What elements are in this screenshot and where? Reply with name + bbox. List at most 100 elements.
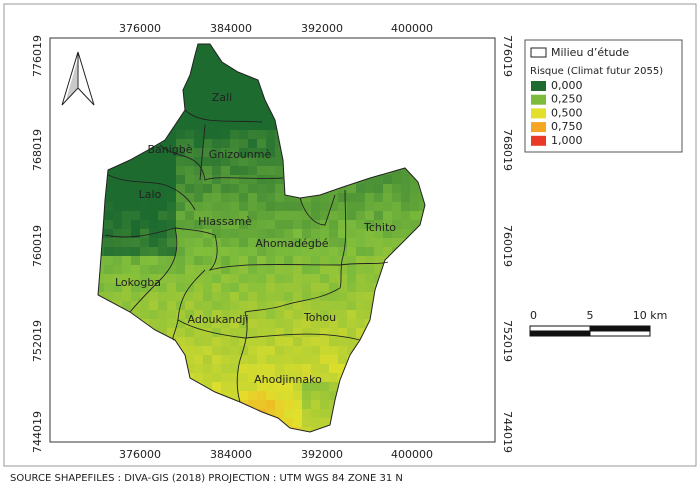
raster-cell bbox=[212, 67, 222, 77]
raster-cell bbox=[347, 229, 357, 239]
raster-cell bbox=[248, 121, 258, 131]
raster-cell bbox=[131, 157, 141, 167]
raster-cell bbox=[392, 202, 402, 212]
raster-cell bbox=[239, 85, 249, 95]
raster-cell bbox=[302, 373, 312, 383]
raster-cell bbox=[230, 166, 240, 176]
raster-cell bbox=[203, 139, 213, 149]
raster-cell bbox=[293, 418, 303, 428]
raster-cell bbox=[419, 202, 425, 212]
raster-cell bbox=[266, 310, 276, 320]
raster-cell bbox=[248, 283, 258, 293]
raster-cell bbox=[167, 157, 177, 167]
raster-cell bbox=[230, 364, 240, 374]
raster-cell bbox=[320, 382, 330, 392]
raster-cell bbox=[347, 211, 357, 221]
raster-cell bbox=[320, 229, 330, 239]
raster-cell bbox=[293, 382, 303, 392]
raster-cell bbox=[275, 211, 285, 221]
raster-cell bbox=[239, 364, 249, 374]
raster-cell bbox=[149, 310, 159, 320]
raster-cell bbox=[194, 265, 204, 275]
raster-cell bbox=[257, 94, 267, 104]
raster-cell bbox=[311, 418, 321, 428]
raster-cell bbox=[329, 274, 339, 284]
raster-cell bbox=[194, 364, 204, 374]
raster-cell bbox=[266, 229, 276, 239]
raster-cell bbox=[257, 364, 267, 374]
raster-cell bbox=[203, 211, 213, 221]
raster-cell bbox=[302, 346, 312, 356]
raster-cell bbox=[248, 175, 258, 185]
region-label: Ahodjinnako bbox=[254, 373, 322, 386]
raster-cell bbox=[167, 202, 177, 212]
raster-cell bbox=[248, 274, 258, 284]
raster-cell bbox=[212, 103, 222, 113]
region-label: Lokogba bbox=[115, 276, 161, 289]
raster-cell bbox=[410, 193, 420, 203]
raster-cell bbox=[158, 157, 168, 167]
raster-cell bbox=[140, 175, 150, 185]
raster-cell bbox=[194, 58, 204, 68]
raster-cell bbox=[176, 157, 186, 167]
raster-cell bbox=[320, 301, 330, 311]
raster-cell bbox=[302, 283, 312, 293]
raster-cell bbox=[257, 319, 267, 329]
raster-cell bbox=[176, 256, 186, 266]
raster-cell bbox=[266, 382, 276, 392]
raster-cell bbox=[149, 175, 159, 185]
raster-cell bbox=[104, 274, 114, 284]
raster-cell bbox=[365, 193, 375, 203]
raster-cell bbox=[347, 220, 357, 230]
raster-cell bbox=[176, 139, 186, 149]
raster-cell bbox=[383, 247, 393, 257]
raster-cell bbox=[365, 238, 375, 248]
raster-cell bbox=[185, 346, 195, 356]
raster-cell bbox=[212, 193, 222, 203]
raster-cell bbox=[185, 355, 195, 365]
raster-cell bbox=[275, 283, 285, 293]
raster-cell bbox=[356, 328, 366, 338]
raster-cell bbox=[383, 202, 393, 212]
raster-cell bbox=[167, 238, 177, 248]
raster-cell bbox=[392, 193, 402, 203]
raster-cell bbox=[104, 193, 114, 203]
raster-cell bbox=[185, 130, 195, 140]
scale-label: 0 bbox=[530, 309, 537, 322]
raster-cell bbox=[221, 373, 231, 383]
raster-cell bbox=[230, 310, 240, 320]
raster-cell bbox=[167, 229, 177, 239]
raster-cell bbox=[248, 400, 258, 410]
raster-cell bbox=[239, 355, 249, 365]
raster-cell bbox=[257, 292, 267, 302]
raster-cell bbox=[176, 238, 186, 248]
raster-cell bbox=[257, 274, 267, 284]
raster-cell bbox=[194, 355, 204, 365]
raster-cell bbox=[320, 202, 330, 212]
region-label: Zali bbox=[212, 91, 232, 104]
raster-cell bbox=[257, 184, 267, 194]
raster-cell bbox=[158, 238, 168, 248]
y-coord-label: 744019 bbox=[31, 411, 44, 453]
raster-cell bbox=[284, 283, 294, 293]
raster-cell bbox=[374, 265, 384, 275]
raster-cell bbox=[122, 166, 132, 176]
raster-cell bbox=[293, 409, 303, 419]
raster-cell bbox=[302, 301, 312, 311]
raster-cell bbox=[149, 238, 159, 248]
raster-cell bbox=[320, 238, 330, 248]
raster-cell bbox=[203, 256, 213, 266]
raster-cell bbox=[275, 265, 285, 275]
raster-cell bbox=[239, 319, 249, 329]
raster-cell bbox=[203, 292, 213, 302]
raster-cell bbox=[194, 157, 204, 167]
raster-cell bbox=[221, 121, 231, 131]
raster-cell bbox=[131, 238, 141, 248]
raster-cell bbox=[311, 202, 321, 212]
raster-cell bbox=[338, 301, 348, 311]
raster-cell bbox=[356, 265, 366, 275]
raster-cell bbox=[320, 373, 330, 383]
raster-cell bbox=[320, 346, 330, 356]
raster-cell bbox=[158, 310, 168, 320]
raster-cell bbox=[230, 148, 240, 158]
